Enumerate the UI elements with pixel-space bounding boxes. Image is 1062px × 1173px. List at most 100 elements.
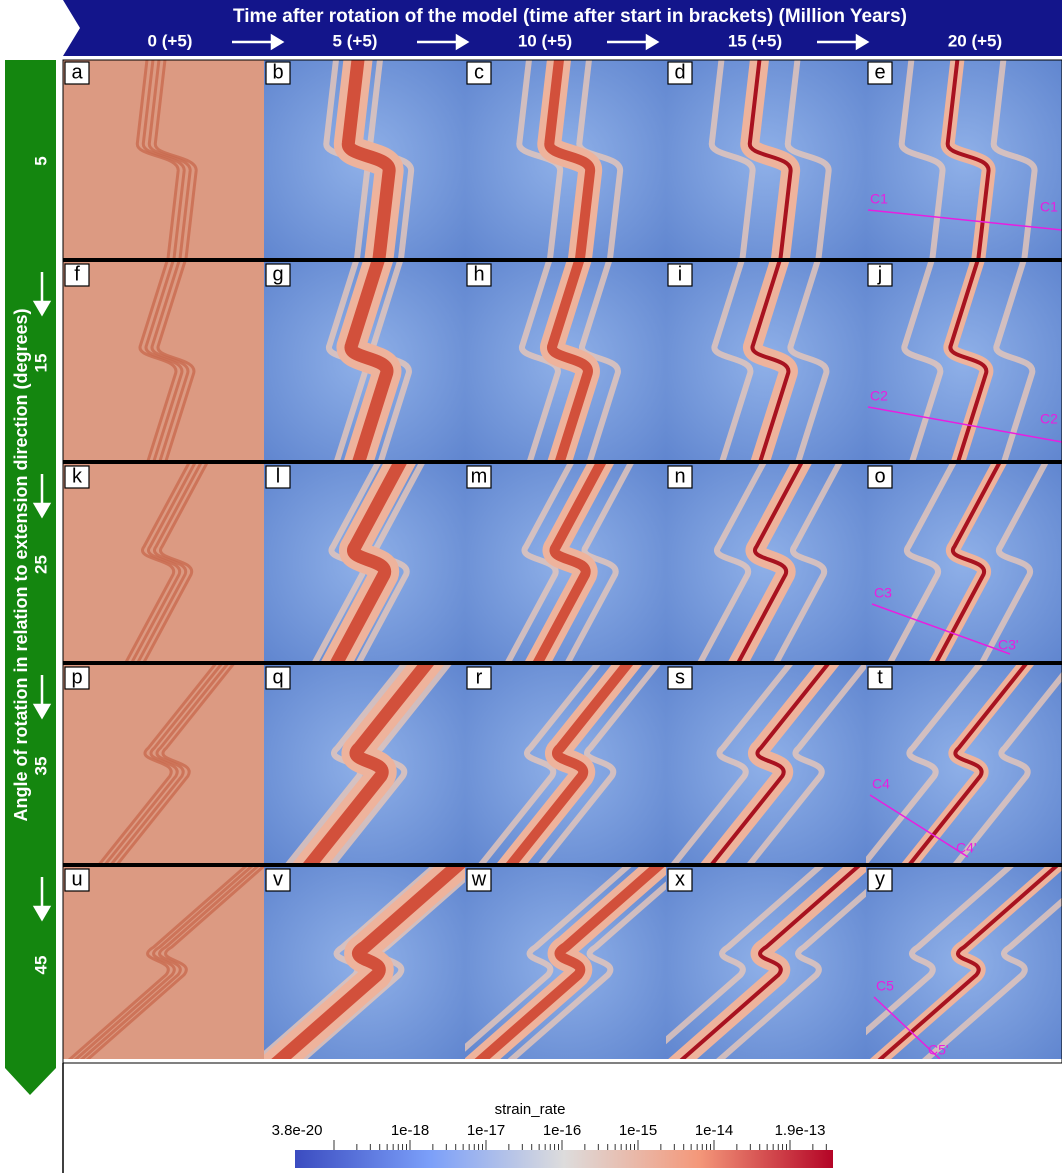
panel-letter-box bbox=[667, 61, 693, 85]
panel: d bbox=[666, 60, 866, 258]
rift-ridge bbox=[565, 464, 634, 661]
side-title: Angle of rotation in relation to extensi… bbox=[11, 308, 31, 821]
cross-section-end: C4' bbox=[956, 840, 977, 856]
panel-letter: r bbox=[476, 666, 483, 688]
rift-band bbox=[144, 262, 184, 460]
cross-section-start: C3 bbox=[874, 585, 892, 601]
angle-label: 35 bbox=[31, 757, 50, 776]
rift-ridge bbox=[784, 60, 832, 258]
panel-letter: b bbox=[272, 61, 283, 83]
cross-section-line bbox=[871, 603, 1011, 655]
rift-core bbox=[736, 464, 804, 661]
panel: g bbox=[264, 262, 465, 460]
rift-ridge bbox=[576, 60, 624, 258]
panel: p bbox=[63, 665, 264, 863]
panel-letter: h bbox=[473, 263, 484, 285]
cross-section-line bbox=[869, 794, 969, 858]
angle-arrow bbox=[32, 675, 52, 720]
rift-ridge bbox=[866, 665, 983, 863]
header-title: Time after rotation of the model (time a… bbox=[233, 6, 907, 27]
panel: j C2 C2 bbox=[866, 262, 1062, 460]
panel-letter-box bbox=[667, 666, 693, 690]
panel-letter: u bbox=[71, 868, 82, 890]
rift-ridge bbox=[773, 464, 843, 661]
rift-band bbox=[130, 464, 197, 661]
rift-band bbox=[73, 867, 254, 1059]
rift-band bbox=[110, 665, 229, 863]
panel: u bbox=[63, 867, 264, 1059]
panel-frame bbox=[62, 59, 1062, 1064]
rift-core bbox=[945, 60, 991, 258]
panel-grid: a b c d e C1 C1 f g h i j C2 C2 k l m n o C3 C3' p q r s t C4 C4' u v… bbox=[62, 59, 1062, 1064]
colorbar-tick-label: 1e-17 bbox=[467, 1122, 505, 1139]
rift-core bbox=[341, 60, 396, 258]
panel-letter: k bbox=[72, 465, 83, 487]
cross-section-end: C2 bbox=[1040, 411, 1058, 427]
panel-letter: p bbox=[71, 666, 82, 688]
angle-label: 45 bbox=[31, 956, 50, 975]
rift-ridge bbox=[898, 60, 946, 258]
rift-ridge bbox=[747, 665, 866, 863]
rift-ridge bbox=[711, 262, 754, 460]
rift-ridge bbox=[697, 464, 767, 661]
panel: k bbox=[63, 464, 264, 661]
rift-ridge bbox=[671, 665, 793, 863]
rift-ridge bbox=[901, 262, 944, 460]
rift-core bbox=[344, 262, 394, 460]
rift-ridge bbox=[507, 881, 666, 1059]
rift-band bbox=[79, 867, 260, 1059]
panel-letter-box bbox=[667, 868, 693, 892]
rift-band bbox=[124, 464, 191, 661]
rift-ridge bbox=[519, 262, 561, 460]
panel-letter: l bbox=[276, 465, 280, 487]
panel: x bbox=[666, 867, 866, 1059]
panel-letter-box bbox=[64, 868, 90, 892]
time-label: 10 (+5) bbox=[518, 31, 572, 50]
panel-letter: q bbox=[272, 666, 283, 688]
rift-ridge bbox=[993, 262, 1036, 460]
panel-letter-box bbox=[265, 868, 291, 892]
colorbar-tick-label: 1e-18 bbox=[391, 1122, 429, 1139]
panel-letter: m bbox=[471, 465, 488, 487]
panel: b bbox=[264, 60, 465, 258]
panel: a bbox=[63, 60, 264, 258]
cross-section-line bbox=[867, 406, 1062, 443]
rift-ridge bbox=[538, 665, 661, 863]
rift-core bbox=[532, 464, 607, 661]
rift-ridge bbox=[887, 464, 957, 661]
panel-letter-box bbox=[265, 263, 291, 287]
rift-ridge bbox=[716, 888, 866, 1059]
cross-section-start: C4 bbox=[872, 776, 890, 792]
angle-arrow bbox=[32, 272, 52, 317]
panel-letter-box bbox=[466, 61, 492, 85]
rift-band bbox=[138, 262, 178, 460]
panel: l bbox=[264, 464, 465, 661]
panel: y C5 C5' bbox=[866, 867, 1062, 1059]
panel-letter: d bbox=[674, 61, 685, 83]
panel-letter-box bbox=[466, 868, 492, 892]
panel-letter-box bbox=[64, 666, 90, 690]
cross-section-end: C3' bbox=[998, 637, 1019, 653]
panel-letter-box bbox=[867, 61, 893, 85]
panel: r bbox=[465, 665, 666, 863]
panel-letter-box bbox=[265, 465, 291, 489]
time-label: 15 (+5) bbox=[728, 31, 782, 50]
panel-letter: y bbox=[875, 868, 885, 890]
cross-section-start: C1 bbox=[870, 191, 888, 207]
rift-core bbox=[303, 665, 434, 863]
panel-letter: x bbox=[675, 868, 685, 890]
panel-letter-box bbox=[64, 263, 90, 287]
panel: h bbox=[465, 262, 666, 460]
time-arrow bbox=[817, 33, 870, 51]
rift-band bbox=[153, 60, 198, 258]
header-banner bbox=[63, 0, 1062, 56]
row-separator bbox=[63, 661, 1062, 665]
panel-letter-box bbox=[466, 465, 492, 489]
row-separator bbox=[63, 863, 1062, 867]
rift-core bbox=[679, 867, 861, 1059]
panel-letter: j bbox=[877, 263, 882, 285]
panel: n bbox=[666, 464, 866, 661]
time-label: 20 (+5) bbox=[948, 31, 1002, 50]
colorbar bbox=[295, 1150, 833, 1168]
